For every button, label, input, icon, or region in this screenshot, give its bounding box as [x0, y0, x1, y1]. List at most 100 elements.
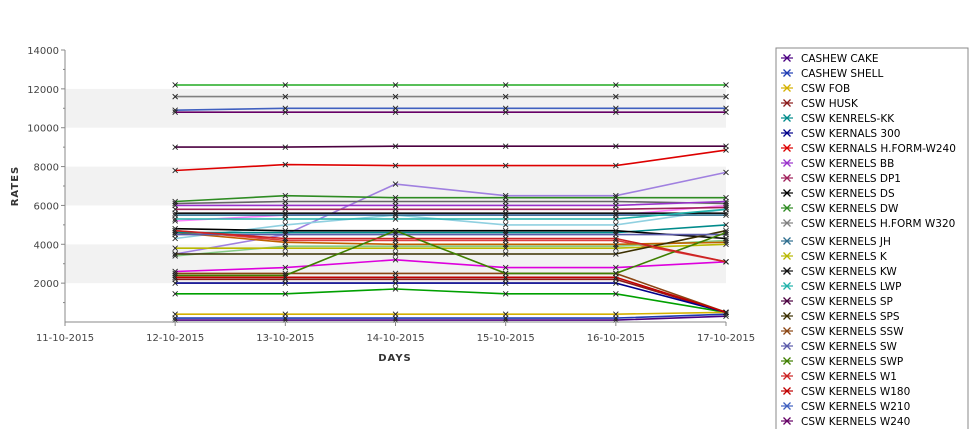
data-point-marker	[723, 169, 729, 176]
data-point-marker	[392, 251, 399, 257]
data-point-marker	[502, 222, 509, 228]
series-line	[175, 243, 727, 249]
data-point-marker	[392, 245, 399, 251]
legend-label: CSW KERNALS H.FORM-W240	[801, 143, 956, 155]
data-point-marker	[172, 291, 178, 297]
legend-label: CSW KERNELS LWP	[801, 281, 901, 293]
grid-band	[65, 50, 726, 89]
x-tick-label: 11-10-2015	[36, 333, 94, 344]
data-point-marker	[392, 210, 399, 217]
data-point-marker	[723, 194, 729, 201]
series-line	[175, 282, 727, 314]
series-line	[175, 107, 726, 111]
data-point-marker	[172, 109, 178, 115]
series-line	[175, 313, 727, 319]
data-point-marker	[392, 311, 399, 318]
data-point-marker	[502, 194, 509, 201]
data-point-marker	[723, 222, 729, 228]
data-point-marker	[392, 216, 399, 222]
data-point-marker	[392, 143, 399, 149]
data-point-marker	[502, 280, 509, 286]
data-point-marker	[502, 109, 509, 115]
data-point-marker	[392, 227, 399, 234]
data-point-marker	[502, 245, 509, 251]
data-point-marker	[613, 251, 619, 257]
data-point-marker	[502, 82, 509, 88]
data-point-marker	[172, 251, 178, 257]
x-tick-label: 14-10-2015	[366, 333, 424, 344]
y-axis-ticks: 2000 4000 6000 8000 10000 12000 14000	[27, 46, 65, 304]
series-line	[175, 311, 727, 315]
data-point-marker	[723, 241, 729, 248]
grid-band	[65, 127, 726, 167]
y-tick-label: 2000	[34, 279, 59, 290]
y-tick-label: 12000	[27, 85, 59, 96]
y-tick-label: 4000	[34, 240, 59, 251]
legend-label: CSW HUSK	[801, 98, 859, 110]
data-point-marker	[502, 162, 509, 169]
x-axis-ticks: 11-10-2015 12-10-2015 13-10-2015 14-10-2015…	[36, 322, 755, 344]
legend: CASHEW CAKE CASHEW SHELL CSW FOB CSW HUSK CS…	[775, 47, 969, 429]
data-point-marker	[282, 311, 289, 318]
data-point-marker	[613, 280, 619, 286]
series-line	[175, 288, 727, 314]
x-axis-title: DAYS	[378, 353, 412, 364]
axes	[64, 50, 726, 323]
data-point-marker	[613, 264, 619, 271]
legend-label: CSW KERNELS DS	[801, 188, 895, 200]
data-point-marker	[172, 93, 178, 100]
data-point-marker	[392, 82, 399, 88]
data-point-marker	[723, 109, 729, 115]
series-line	[175, 200, 727, 205]
legend-label: CSW KERNELS H.FORM W320	[801, 218, 955, 230]
data-point-marker	[613, 222, 619, 228]
data-point-marker	[613, 143, 619, 149]
legend-label: CSW KERNELS W240	[801, 416, 910, 428]
data-point-marker	[392, 181, 399, 187]
y-tick-label: 6000	[34, 201, 59, 212]
series-line	[175, 276, 727, 314]
x-tick-label: 13-10-2015	[256, 333, 314, 344]
series-line	[175, 272, 727, 314]
data-point-marker	[502, 251, 509, 257]
data-point-marker	[502, 93, 509, 100]
series-line	[175, 229, 727, 255]
data-point-marker	[172, 198, 178, 205]
data-point-marker	[723, 309, 729, 316]
data-point-marker	[282, 235, 289, 242]
data-point-marker	[282, 210, 289, 217]
data-point-marker	[723, 82, 729, 88]
series-line	[175, 315, 727, 321]
legend-label: CSW KERNELS W180	[801, 386, 910, 398]
data-point-marker	[392, 286, 399, 292]
data-point-marker	[172, 245, 178, 251]
data-point-marker	[502, 210, 509, 217]
legend-label: CSW KERNELS KW	[801, 266, 897, 278]
legend-label: CSW KERNELS SPS	[801, 311, 900, 323]
data-point-marker	[282, 222, 289, 228]
data-point-marker	[723, 143, 729, 149]
data-point-marker	[613, 82, 619, 88]
data-point-marker	[282, 144, 289, 150]
data-point-marker	[282, 93, 289, 100]
data-point-marker	[282, 216, 289, 222]
series-line	[175, 227, 727, 240]
series-line	[175, 145, 726, 148]
legend-label: CSW KERNELS DP1	[801, 173, 901, 185]
series-line	[175, 278, 727, 314]
data-point-marker	[392, 257, 399, 263]
series-line	[175, 200, 727, 207]
data-point-marker	[613, 245, 619, 251]
data-point-marker	[723, 229, 729, 236]
data-point-marker	[392, 280, 399, 286]
data-point-marker	[613, 162, 619, 169]
data-point-marker	[392, 162, 399, 169]
x-tick-label: 12-10-2015	[146, 333, 204, 344]
data-point-marker	[723, 206, 729, 213]
data-point-marker	[502, 311, 509, 318]
data-point-marker	[613, 216, 619, 222]
legend-label: CSW KERNELS BB	[801, 158, 894, 170]
series-line	[175, 208, 727, 220]
data-point-marker	[613, 291, 619, 297]
data-point-marker	[502, 235, 509, 242]
